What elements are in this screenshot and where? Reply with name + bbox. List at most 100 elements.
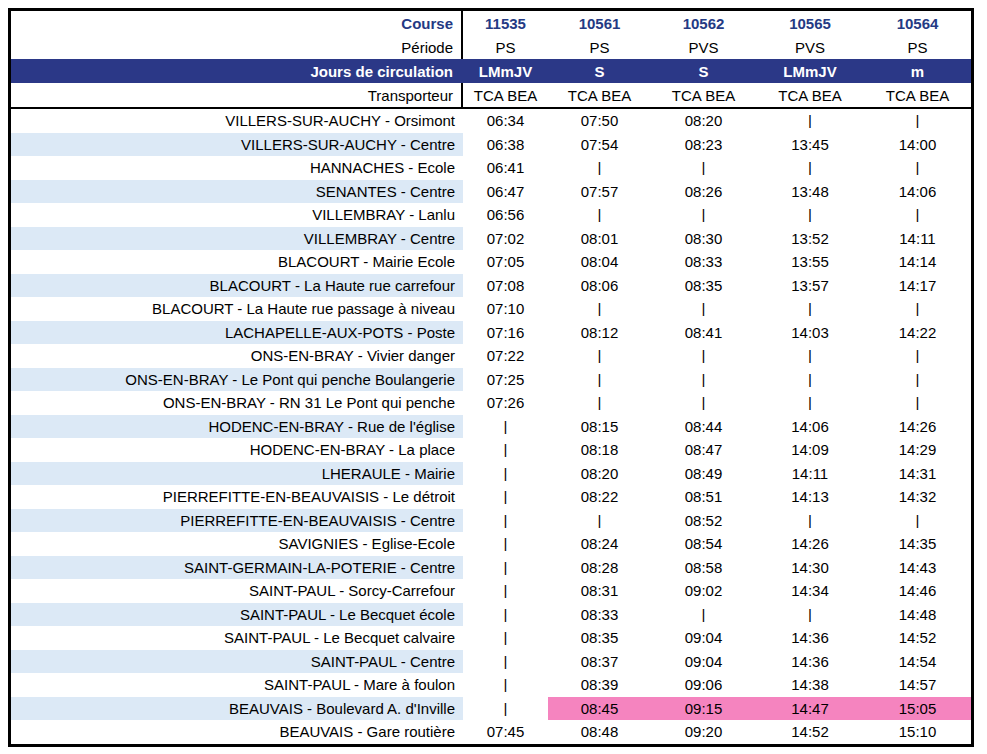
stop-name: SAINT-PAUL - Centre xyxy=(11,650,463,674)
time-cell: 14:13 xyxy=(756,489,864,504)
time-cell: 07:25 xyxy=(463,372,548,387)
time-cell: 14:35 xyxy=(864,536,971,551)
no-service-cell: | xyxy=(548,395,651,410)
no-service-cell: | xyxy=(756,348,864,363)
time-cell: 14:30 xyxy=(756,560,864,575)
header-row-jours: Jours de circulationLMmJVSSLMmJVm xyxy=(11,59,971,83)
stop-name: SAINT-PAUL - Sorcy-Carrefour xyxy=(11,579,463,603)
time-cell: 14:17 xyxy=(864,278,971,293)
table-row: ONS-EN-BRAY - Le Pont qui penche Boulang… xyxy=(11,368,971,392)
table-row: VILLERS-SUR-AUCHY - Centre06:3807:5408:2… xyxy=(11,133,971,157)
time-cell: 14:36 xyxy=(756,654,864,669)
time-cell: 07:16 xyxy=(463,325,548,340)
no-service-cell: | xyxy=(651,372,756,387)
time-cell: 14:06 xyxy=(756,419,864,434)
no-service-cell: | xyxy=(463,513,548,528)
no-service-cell: | xyxy=(548,207,651,222)
header-value-course-col4: 10565 xyxy=(756,16,864,31)
table-row: VILLERS-SUR-AUCHY - Orsimont06:3407:5008… xyxy=(11,109,971,133)
no-service-cell: | xyxy=(864,395,971,410)
time-cell: 06:56 xyxy=(463,207,548,222)
time-cell: 08:48 xyxy=(548,724,651,739)
no-service-cell: | xyxy=(864,160,971,175)
no-service-cell: | xyxy=(756,113,864,128)
table-row: PIERREFITTE-EN-BEAUVAISIS - Le détroit|0… xyxy=(11,485,971,509)
no-service-cell: | xyxy=(548,301,651,316)
time-cell: 07:45 xyxy=(463,724,548,739)
time-cell: 14:26 xyxy=(756,536,864,551)
header-row-course: Course1153510561105621056510564 xyxy=(11,11,971,35)
no-service-cell: | xyxy=(651,348,756,363)
table-row: SAINT-PAUL - Mare à foulon|08:3909:0614:… xyxy=(11,673,971,697)
time-cell: 14:47 xyxy=(756,697,864,721)
table-row: SAINT-PAUL - Le Becquet calvaire|08:3509… xyxy=(11,626,971,650)
time-cell: 08:28 xyxy=(548,560,651,575)
time-cell: 13:57 xyxy=(756,278,864,293)
no-service-cell: | xyxy=(463,677,548,692)
stop-name: HANNACHES - Ecole xyxy=(11,156,463,180)
stop-name: SAINT-PAUL - Mare à foulon xyxy=(11,673,463,697)
no-service-cell: | xyxy=(548,372,651,387)
no-service-cell: | xyxy=(864,348,971,363)
time-cell: 08:31 xyxy=(548,583,651,598)
header-label-course: Course xyxy=(11,11,463,35)
header-value-course-col3: 10562 xyxy=(651,16,756,31)
stop-name: BLACOURT - Mairie Ecole xyxy=(11,250,463,274)
table-row: BEAUVAIS - Boulevard A. d'Inville|08:450… xyxy=(11,697,971,721)
time-cell: 09:02 xyxy=(651,583,756,598)
time-cell: 14:00 xyxy=(864,137,971,152)
table-row: ONS-EN-BRAY - Vivier danger07:22|||| xyxy=(11,344,971,368)
stop-name: SAINT-PAUL - Le Becquet école xyxy=(11,603,463,627)
header-value-transporteur-col2: TCA BEA xyxy=(548,88,651,103)
stop-name: SAINT-GERMAIN-LA-POTERIE - Centre xyxy=(11,556,463,580)
time-cell: 08:49 xyxy=(651,466,756,481)
time-cell: 14:52 xyxy=(756,724,864,739)
table-row: BLACOURT - Mairie Ecole07:0508:0408:3313… xyxy=(11,250,971,274)
time-cell: 07:26 xyxy=(463,395,548,410)
stop-name: LHERAULE - Mairie xyxy=(11,462,463,486)
time-cell: 14:32 xyxy=(864,489,971,504)
time-cell: 06:34 xyxy=(463,113,548,128)
header-value-periode-col4: PVS xyxy=(756,40,864,55)
table-row: BLACOURT - La Haute rue passage à niveau… xyxy=(11,297,971,321)
no-service-cell: | xyxy=(651,207,756,222)
time-cell: 13:45 xyxy=(756,137,864,152)
time-cell: 07:02 xyxy=(463,231,548,246)
time-cell: 08:37 xyxy=(548,654,651,669)
time-cell: 14:57 xyxy=(864,677,971,692)
header-value-course-col2: 10561 xyxy=(548,16,651,31)
time-cell: 09:04 xyxy=(651,630,756,645)
time-cell: 13:48 xyxy=(756,184,864,199)
time-cell: 14:11 xyxy=(864,231,971,246)
no-service-cell: | xyxy=(756,160,864,175)
time-cell: 09:15 xyxy=(651,697,756,721)
no-service-cell: | xyxy=(756,395,864,410)
stop-name: VILLEMBRAY - Lanlu xyxy=(11,203,463,227)
no-service-cell: | xyxy=(864,113,971,128)
time-cell: 14:03 xyxy=(756,325,864,340)
header-label-transporteur: Transporteur xyxy=(11,83,463,107)
stop-name: BLACOURT - La Haute rue carrefour xyxy=(11,274,463,298)
no-service-cell: | xyxy=(864,372,971,387)
table-row: VILLEMBRAY - Centre07:0208:0108:3013:521… xyxy=(11,227,971,251)
time-cell: 14:43 xyxy=(864,560,971,575)
timetable-body: VILLERS-SUR-AUCHY - Orsimont06:3407:5008… xyxy=(11,109,971,744)
header-value-jours-col3: S xyxy=(651,64,756,79)
time-cell: 14:26 xyxy=(864,419,971,434)
table-row: BLACOURT - La Haute rue carrefour07:0808… xyxy=(11,274,971,298)
table-row: HODENC-EN-BRAY - Rue de l'église|08:1508… xyxy=(11,415,971,439)
time-cell: 14:54 xyxy=(864,654,971,669)
no-service-cell: | xyxy=(463,442,548,457)
no-service-cell: | xyxy=(756,372,864,387)
time-cell: 15:10 xyxy=(864,724,971,739)
time-cell: 08:24 xyxy=(548,536,651,551)
stop-name: BEAUVAIS - Gare routière xyxy=(11,720,463,744)
header-label-jours: Jours de circulation xyxy=(11,59,463,83)
time-cell: 08:20 xyxy=(651,113,756,128)
time-cell: 08:47 xyxy=(651,442,756,457)
time-cell: 14:06 xyxy=(864,184,971,199)
time-cell: 14:31 xyxy=(864,466,971,481)
stop-name: PIERREFITTE-EN-BEAUVAISIS - Le détroit xyxy=(11,485,463,509)
time-cell: 08:04 xyxy=(548,254,651,269)
table-row: ONS-EN-BRAY - RN 31 Le Pont qui penche07… xyxy=(11,391,971,415)
